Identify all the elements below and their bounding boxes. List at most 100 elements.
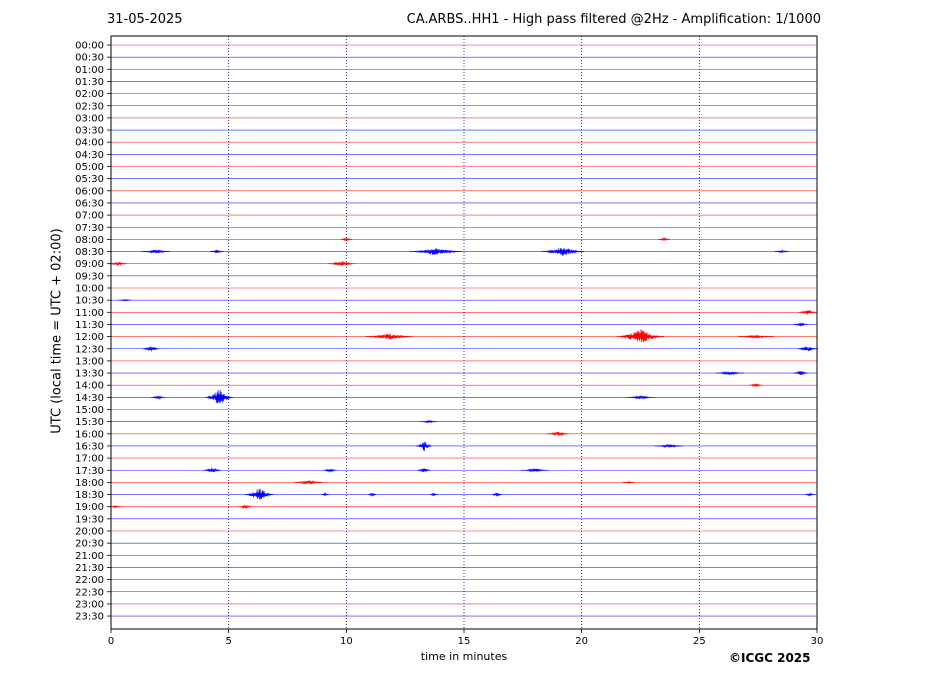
seismic-event [774,248,789,254]
seismic-event [141,249,170,255]
seismic-event [793,322,808,327]
seismic-event [327,261,356,266]
x-axis-label: time in minutes [420,650,508,663]
y-tick-label: 00:30 [75,53,104,64]
x-tick-label: 15 [458,636,471,647]
y-tick-label: 06:30 [75,198,104,209]
y-tick-label: 09:00 [75,259,104,270]
y-tick-label: 11:00 [75,308,104,319]
seismic-event [738,334,774,340]
y-tick-label: 02:00 [75,89,104,100]
seismic-event [416,468,432,472]
y-tick-label: 13:30 [75,369,104,380]
seismic-event [202,467,222,473]
seismic-event [805,492,815,497]
copyright-label: ©ICGC 2025 [729,651,811,665]
date-label: 31-05-2025 [107,12,183,27]
seismic-event [715,370,745,376]
y-tick-label: 22:00 [75,575,104,586]
y-tick-label: 17:30 [75,466,104,477]
y-tick-label: 13:00 [75,356,104,367]
y-tick-label: 19:30 [75,514,104,525]
y-tick-label: 12:00 [75,332,104,343]
y-tick-label: 10:30 [75,296,104,307]
y-tick-label: 15:30 [75,417,104,428]
y-tick-label: 19:00 [75,502,104,513]
seismic-event [368,493,376,497]
y-tick-label: 02:30 [75,101,104,112]
seismic-event [238,504,253,510]
seismic-event [108,261,128,267]
x-tick-label: 0 [108,636,114,647]
y-tick-label: 16:00 [75,429,104,440]
chart-title: CA.ARBS..HH1 - High pass filtered @2Hz -… [406,12,821,27]
seismic-event [209,249,225,254]
y-tick-label: 08:00 [75,235,104,246]
seismic-event [365,333,413,340]
y-tick-label: 07:00 [75,211,104,222]
x-tick-label: 30 [811,636,824,647]
seismic-event [546,431,570,437]
seismic-event [109,505,122,509]
grid-layer [228,36,700,629]
y-tick-label: 20:00 [75,527,104,538]
y-tick-label: 04:00 [75,138,104,149]
seismic-event [797,346,819,352]
seismic-event [520,467,549,473]
seismic-event [340,237,353,242]
seismic-event [419,419,439,424]
x-tick-label: 10 [340,636,353,647]
y-tick-label: 17:00 [75,454,104,465]
seismic-event [541,248,584,256]
y-tick-label: 18:00 [75,478,104,489]
y-tick-label: 03:30 [75,126,104,137]
y-tick-label: 11:30 [75,320,104,331]
seismic-event [492,492,502,497]
seismic-event [141,346,161,352]
x-tick-label: 25 [693,636,706,647]
y-tick-label: 00:00 [75,41,104,52]
seismic-event [245,488,274,500]
y-tick-label: 21:00 [75,551,104,562]
y-tick-label: 04:30 [75,150,104,161]
y-tick-label: 08:30 [75,247,104,258]
y-tick-label: 12:30 [75,344,104,355]
y-tick-label: 06:00 [75,186,104,197]
y-tick-label: 10:00 [75,284,104,295]
y-tick-label: 14:30 [75,393,104,404]
seismic-event [793,370,808,376]
x-tick-label: 5 [225,636,231,647]
seismic-event [654,444,684,449]
y-tick-label: 18:30 [75,490,104,501]
y-tick-label: 16:30 [75,441,104,452]
y-tick-label: 05:30 [75,174,104,185]
trace-layer [108,44,819,617]
y-tick-label: 05:00 [75,162,104,173]
seismic-event [409,248,462,255]
y-tick-label: 03:00 [75,113,104,124]
y-tick-label: 09:30 [75,271,104,282]
seismic-event [321,492,329,496]
seismic-event [658,237,670,241]
y-tick-label: 23:00 [75,599,104,610]
seismic-event [205,390,234,404]
seismic-event [429,492,438,497]
y-tick-label: 15:00 [75,405,104,416]
y-tick-label: 21:30 [75,563,104,574]
y-tick-label: 23:30 [75,612,104,623]
y-tick-label: 22:30 [75,587,104,598]
y-tick-label: 20:30 [75,539,104,550]
y-tick-label: 07:30 [75,223,104,234]
y-tick-label: 14:00 [75,381,104,392]
seismic-event [617,329,664,343]
seismic-event [415,441,433,452]
seismic-event [322,468,338,473]
seismic-event [626,394,655,400]
x-tick-label: 20 [575,636,588,647]
seismic-event [294,480,323,485]
seismic-event [622,480,635,485]
y-tick-label: 01:30 [75,77,104,88]
seismic-event [798,309,817,315]
